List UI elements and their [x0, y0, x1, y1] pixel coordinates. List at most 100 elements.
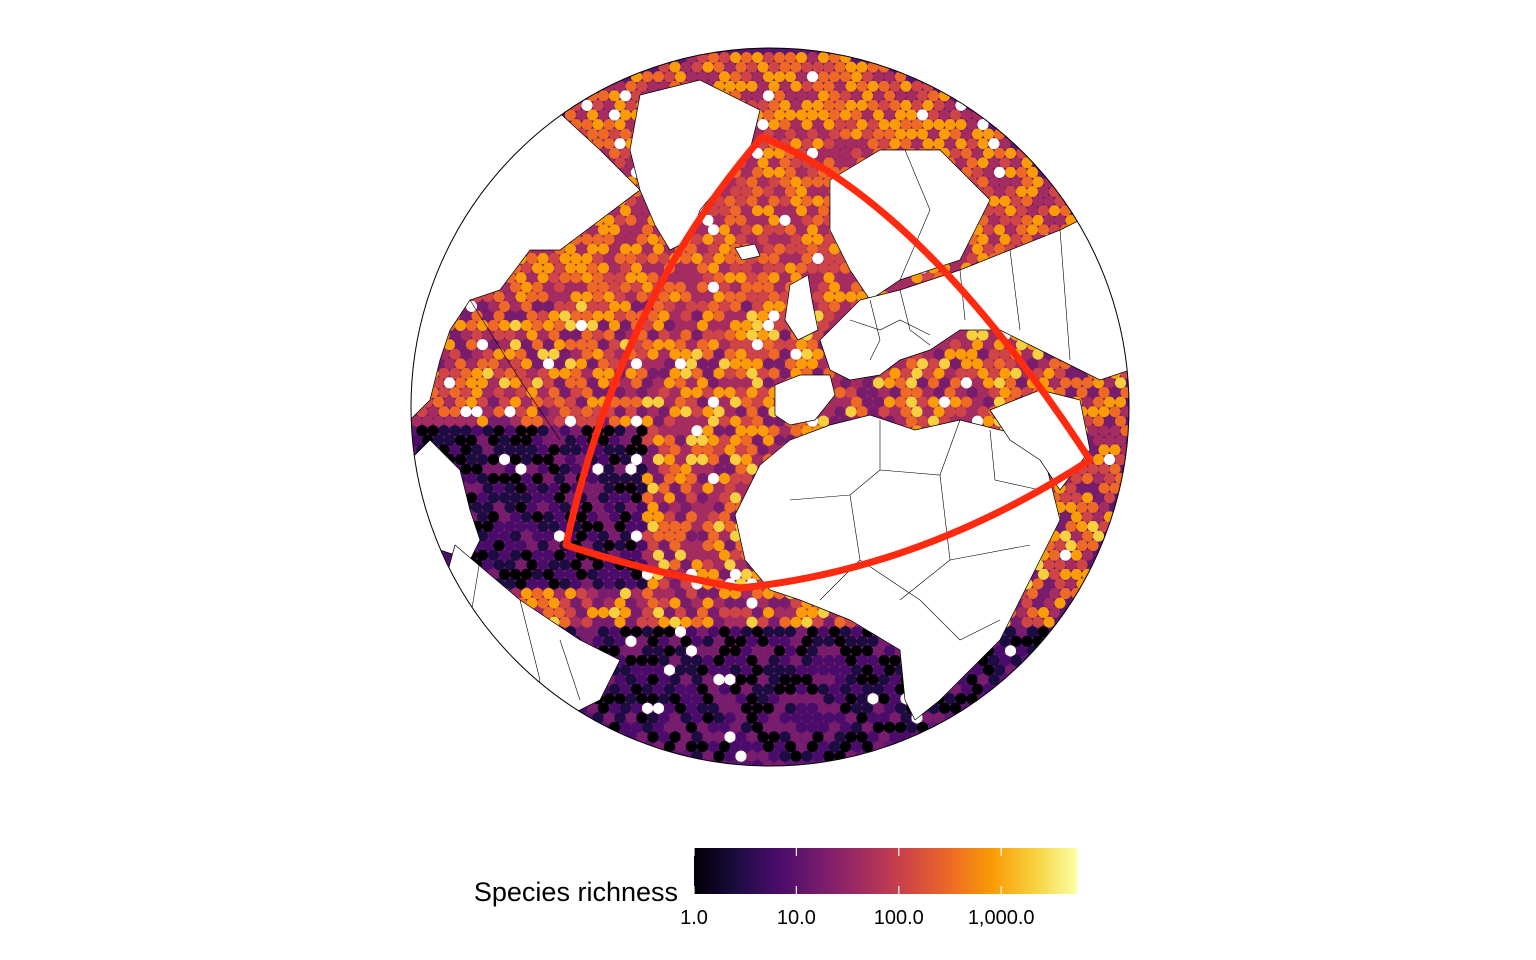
richness-cell: [614, 214, 626, 226]
richness-cell: [768, 157, 780, 169]
richness-cell: [823, 138, 835, 150]
richness-cell: [762, 339, 775, 351]
richness-cell: [768, 635, 780, 647]
richness-cell: [1004, 358, 1017, 370]
richness-cell: [707, 607, 720, 619]
richness-cell: [751, 626, 764, 638]
richness-cell: [707, 243, 720, 255]
richness-cell: [504, 482, 516, 494]
richness-cell: [658, 540, 670, 552]
richness-cell: [581, 425, 593, 437]
richness-cell: [592, 540, 604, 552]
richness-cell: [504, 520, 516, 533]
richness-cell: [724, 444, 736, 456]
richness-cell: [476, 415, 489, 427]
richness-cell: [482, 329, 494, 341]
richness-cell: [636, 425, 648, 437]
richness-cell: [663, 511, 676, 523]
richness-cell: [636, 272, 648, 284]
richness-cell: [1037, 358, 1050, 370]
richness-cell: [443, 434, 456, 446]
richness-cell: [773, 721, 786, 734]
richness-cell: [812, 291, 824, 303]
richness-cell: [993, 243, 1006, 255]
richness-cell: [1076, 520, 1088, 533]
richness-cell: [504, 425, 516, 437]
richness-cell: [696, 492, 709, 504]
richness-cell: [663, 396, 676, 408]
richness-cell: [619, 109, 632, 121]
richness-cell: [520, 549, 533, 561]
richness-cell: [713, 406, 725, 418]
richness-cell: [1070, 377, 1083, 389]
richness-cell: [718, 683, 731, 695]
richness-cell: [713, 712, 725, 724]
richness-cell: [1098, 520, 1110, 533]
richness-cell: [828, 645, 841, 657]
richness-cell: [504, 310, 516, 322]
richness-cell: [625, 99, 637, 111]
richness-cell: [619, 683, 632, 695]
richness-cell: [553, 415, 566, 427]
richness-cell: [636, 731, 648, 743]
richness-cell: [509, 319, 522, 332]
richness-cell: [768, 310, 780, 322]
richness-cell: [449, 329, 461, 341]
richness-cell: [784, 262, 797, 274]
richness-cell: [537, 482, 549, 494]
richness-cell: [713, 386, 725, 399]
richness-cell: [1103, 396, 1116, 408]
richness-cell: [432, 434, 445, 446]
richness-cell: [630, 664, 643, 676]
richness-cell: [504, 386, 516, 399]
richness-cell: [559, 501, 571, 513]
richness-cell: [757, 712, 769, 724]
richness-cell: [751, 415, 764, 427]
richness-cell: [515, 272, 527, 284]
richness-cell: [691, 540, 703, 552]
richness-cell: [795, 741, 808, 753]
richness-cell: [900, 80, 912, 92]
richness-cell: [592, 520, 604, 533]
richness-cell: [746, 329, 758, 341]
richness-cell: [801, 693, 813, 705]
richness-cell: [729, 224, 742, 236]
richness-cell: [784, 243, 797, 255]
richness-cell: [1092, 453, 1105, 466]
richness-cell: [845, 291, 857, 303]
richness-cell: [674, 607, 687, 619]
richness-cell: [729, 626, 742, 638]
richness-cell: [702, 635, 714, 647]
richness-cell: [746, 712, 758, 724]
richness-cell: [872, 377, 885, 389]
richness-cell: [1092, 415, 1105, 427]
richness-cell: [526, 463, 538, 475]
richness-cell: [630, 645, 643, 657]
richness-cell: [1059, 377, 1072, 389]
richness-cell: [498, 492, 511, 504]
richness-cell: [751, 607, 764, 619]
richness-cell: [685, 511, 698, 523]
richness-cell: [1103, 473, 1116, 485]
richness-cell: [905, 109, 918, 121]
richness-cell: [630, 224, 643, 236]
richness-cell: [652, 358, 665, 370]
richness-cell: [553, 281, 566, 293]
richness-cell: [834, 119, 846, 131]
richness-cell: [1059, 587, 1072, 600]
richness-cell: [1081, 549, 1094, 561]
richness-cell: [669, 482, 681, 494]
richness-cell: [757, 444, 769, 456]
richness-cell: [674, 626, 687, 638]
richness-cell: [570, 348, 582, 360]
richness-cell: [548, 463, 560, 475]
richness-cell: [685, 664, 698, 676]
richness-cell: [966, 386, 978, 399]
richness-cell: [652, 511, 665, 523]
richness-cell: [691, 252, 703, 265]
richness-cell: [806, 109, 819, 121]
richness-cell: [856, 406, 868, 418]
richness-cell: [784, 339, 797, 351]
richness-cell: [812, 731, 824, 743]
richness-cell: [1087, 540, 1099, 552]
